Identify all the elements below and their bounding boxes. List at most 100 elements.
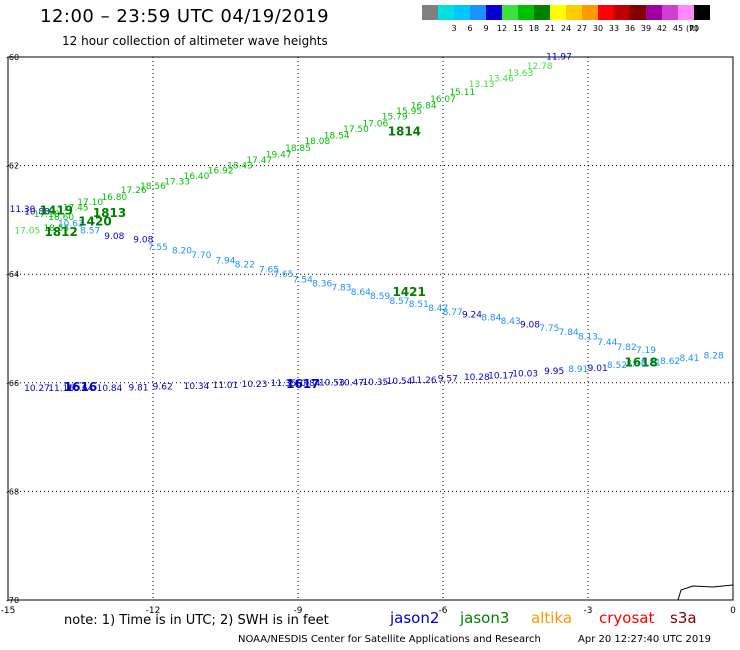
wave-height-label: 10.53 <box>319 379 345 389</box>
scale-label: 9 <box>483 24 489 33</box>
wave-height-label: 13.46 <box>488 74 514 84</box>
wave-height-label: 18.54 <box>324 131 350 141</box>
scale-label: 3 <box>451 24 457 33</box>
scale-swatch <box>582 5 598 20</box>
wave-height-label: 8.36 <box>312 280 332 290</box>
wave-height-label: 8.59 <box>370 292 390 302</box>
wave-height-label: 11.26 <box>411 376 437 386</box>
wave-height-label: 17.10 <box>77 198 103 208</box>
wave-height-label: 8.64 <box>351 288 371 298</box>
wave-height-label: 18.60 <box>48 213 74 223</box>
wave-height-label: 17.33 <box>164 178 190 188</box>
map-frame <box>7 56 734 601</box>
satellite-name: cryosat <box>599 609 655 627</box>
wave-height-label: 13.63 <box>507 69 533 79</box>
wave-height-label: 10.47 <box>338 379 364 389</box>
wave-height-label: 8.77 <box>443 308 463 318</box>
wave-height-label: 17.05 <box>14 226 40 236</box>
wave-height-label: 19.47 <box>266 150 292 160</box>
scale-swatch <box>598 5 614 20</box>
wave-height-label: 12.78 <box>527 62 553 72</box>
wave-height-label: 9.08 <box>520 320 540 330</box>
wave-height-label: 13.13 <box>469 80 495 90</box>
wave-height-label: 8.84 <box>481 313 501 323</box>
wave-height-label: 17.50 <box>343 125 369 135</box>
latitude-label: -64 <box>6 270 19 279</box>
wave-height-label: 9.62 <box>153 382 173 392</box>
wave-height-label: 8.51 <box>409 300 429 310</box>
longitude-label: 0 <box>730 606 736 616</box>
map-title: 12:00 – 23:59 UTC 04/19/2019 <box>40 6 330 27</box>
scale-swatch <box>694 5 710 20</box>
scale-label: 18 <box>528 24 540 33</box>
scale-label: 6 <box>467 24 473 33</box>
latitude-label: -60 <box>6 53 19 62</box>
pass-time-label: 1813 <box>93 206 126 220</box>
wave-height-label: 8.43 <box>501 317 521 327</box>
wave-height-label: 8.20 <box>172 247 192 257</box>
wave-height-label: 7.19 <box>636 346 656 356</box>
wave-height-label: 11.01 <box>213 381 239 391</box>
wave-height-label: 8.28 <box>704 351 724 361</box>
wave-height-label: 7.84 <box>559 328 579 338</box>
credit-line: NOAA/NESDIS Center for Satellite Applica… <box>238 634 541 645</box>
wave-height-label: 10.27 <box>24 384 50 394</box>
wave-height-label: 11.16 <box>48 384 74 394</box>
wave-height-label: 18.56 <box>140 182 166 192</box>
pass-time-label: 1812 <box>44 225 77 239</box>
wave-height-label: 10.28 <box>464 373 490 383</box>
wave-height-label: 16.80 <box>101 193 127 203</box>
wave-height-label: 10.03 <box>512 369 538 379</box>
wave-height-label: 16.07 <box>430 95 456 105</box>
scale-swatch <box>614 5 630 20</box>
scale-swatch <box>566 5 582 20</box>
longitude-label: -3 <box>584 606 593 616</box>
wave-height-label: 8.57 <box>80 226 100 236</box>
longitude-label: -9 <box>294 606 303 616</box>
scale-swatch <box>630 5 646 20</box>
wave-height-label: 17.26 <box>121 186 147 196</box>
scale-label: 33 <box>608 24 620 33</box>
map-subtitle: 12 hour collection of altimeter wave hei… <box>62 34 328 48</box>
scale-swatch <box>438 5 454 20</box>
scale-swatch <box>534 5 550 20</box>
wave-height-label: 8.81 <box>641 358 661 368</box>
scale-swatch <box>550 5 566 20</box>
scale-swatch <box>470 5 486 20</box>
wave-height-label: 10.35 <box>362 378 388 388</box>
scale-label: 42 <box>656 24 668 33</box>
pass-time-label: 1421 <box>392 285 425 299</box>
scale-label: 39 <box>640 24 652 33</box>
wave-height-label: 10.17 <box>488 371 514 381</box>
scale-swatch <box>454 5 470 20</box>
scale-swatch <box>502 5 518 20</box>
scale-label: 12 <box>496 24 508 33</box>
wave-height-label: 15.79 <box>382 112 408 122</box>
wave-height-label: 10.64 <box>68 384 94 394</box>
wave-height-label: 8.57 <box>389 297 409 307</box>
wave-height-label: 8.52 <box>607 361 627 371</box>
wave-height-label: 8.91 <box>568 365 588 375</box>
pass-time-label: 1814 <box>388 125 421 139</box>
scale-swatch <box>662 5 678 20</box>
wave-height-label: 10.63 <box>58 219 84 229</box>
latitude-label: -68 <box>6 487 19 496</box>
wave-height-label: 7.82 <box>617 343 637 353</box>
scale-label: 45 <box>672 24 684 33</box>
scale-label: 70 <box>688 24 700 33</box>
wave-height-label: 15.11 <box>449 88 475 98</box>
scale-unit: (ft) <box>686 24 699 33</box>
wave-height-label: 8.22 <box>235 261 255 271</box>
pass-time-label: 1420 <box>78 214 111 228</box>
wave-height-label: 17.47 <box>246 156 272 166</box>
wave-height-label: 7.55 <box>148 243 168 253</box>
generated-timestamp: Apr 20 12:27:40 UTC 2019 <box>578 634 711 645</box>
wave-height-label: 8.41 <box>679 354 699 364</box>
scale-label: 15 <box>512 24 524 33</box>
wave-height-label: 9.57 <box>438 375 458 385</box>
wave-height-label: 9.81 <box>128 383 148 393</box>
wave-height-label: 11.35 <box>271 379 297 389</box>
scale-swatch <box>678 5 694 20</box>
wave-height-label: 10.84 <box>97 384 123 394</box>
satellite-name: jason2 <box>390 609 440 627</box>
